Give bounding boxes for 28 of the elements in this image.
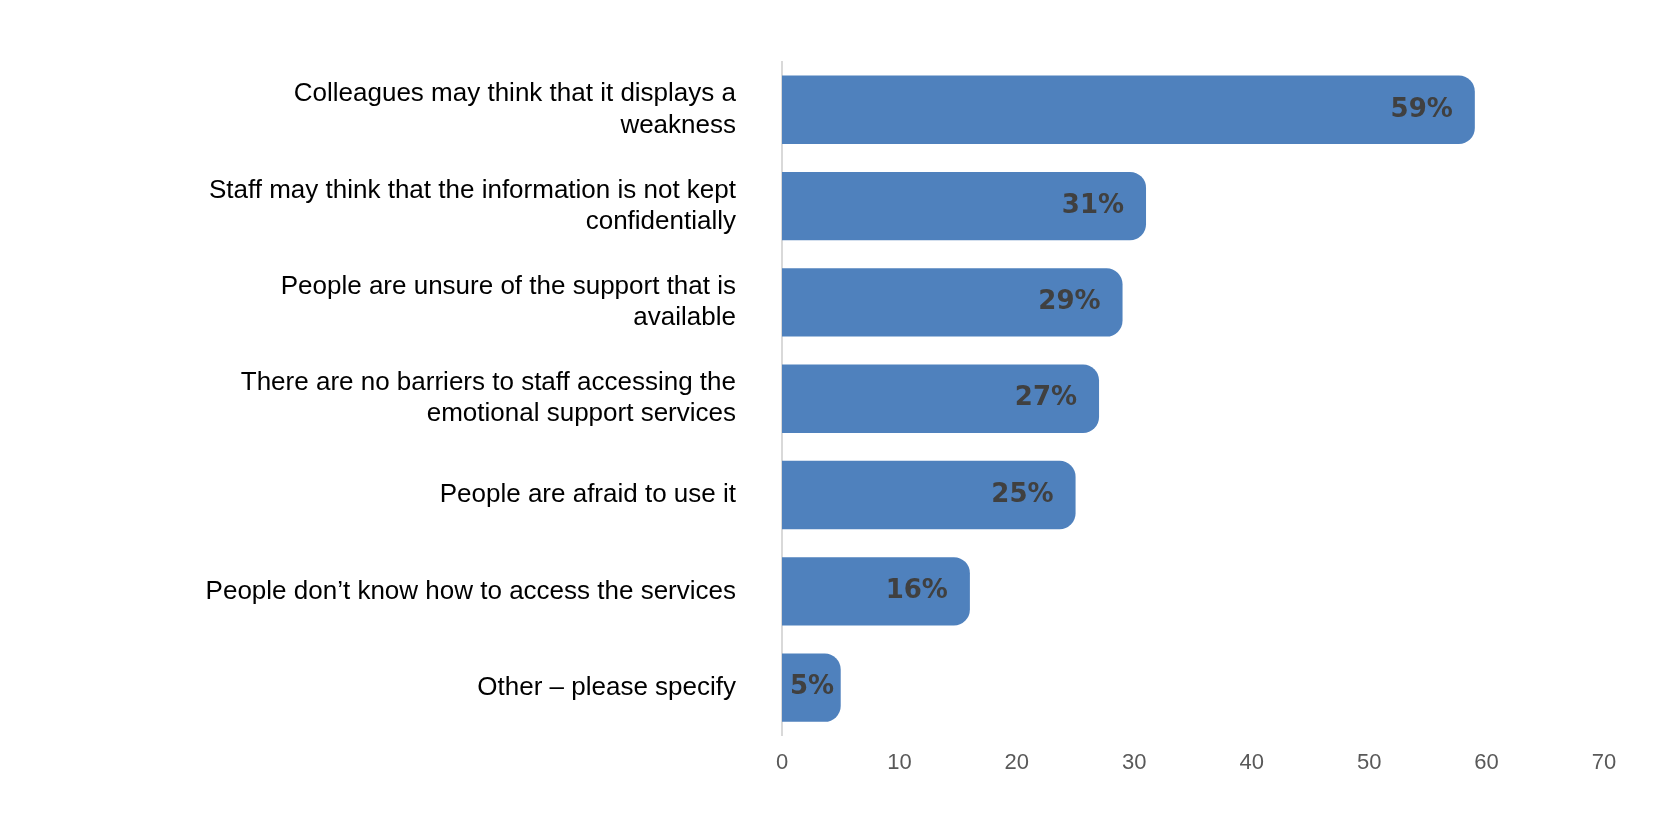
y-tick-label: People are afraid to use it [439, 478, 737, 509]
x-tick-label: 50 [1356, 749, 1382, 775]
bar [782, 364, 1100, 433]
y-tick-label: Other – please specify [477, 670, 736, 701]
x-tick-label: 20 [1004, 749, 1030, 775]
bar [782, 268, 1123, 337]
data-label: 25% [991, 477, 1054, 508]
x-tick-label: 10 [887, 749, 912, 775]
x-tick-label: 30 [1122, 749, 1147, 775]
data-label: 16% [885, 574, 948, 605]
y-tick-label: Colleagues may think that it displays a weakness [293, 77, 737, 139]
y-tick-label: People are unsure of the support that is available [280, 269, 736, 332]
bar [782, 171, 1147, 241]
data-label: 29% [1038, 285, 1101, 316]
bar [782, 75, 1475, 144]
y-tick-label: Staff may think that the information is not kept confidentially [208, 173, 737, 235]
x-tick-label: 70 [1591, 749, 1617, 775]
x-tick-label: 0 [775, 749, 789, 775]
y-tick-label: People don’t know how to access the services [205, 574, 736, 605]
data-label: 5% [789, 670, 835, 701]
x-tick-label: 60 [1474, 749, 1499, 775]
bar [782, 460, 1076, 530]
bar [782, 557, 970, 626]
y-tick-label: There are no barriers to staff accessing the emotional support services [240, 366, 736, 428]
data-label: 31% [1061, 188, 1125, 219]
x-tick-label: 40 [1239, 749, 1264, 775]
data-label: 27% [1014, 381, 1078, 412]
data-label: 59% [1390, 92, 1453, 123]
